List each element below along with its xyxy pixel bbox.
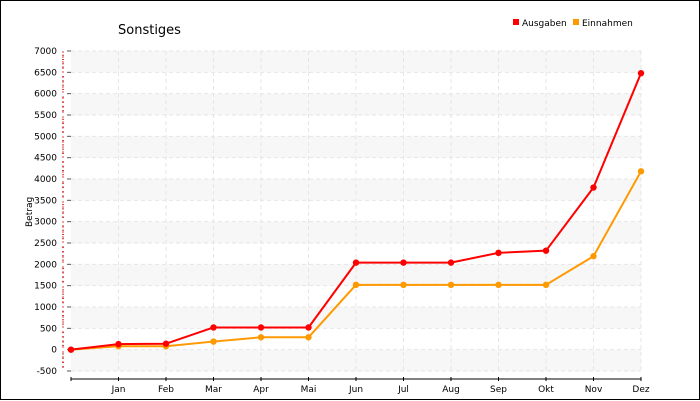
series-points — [67, 69, 645, 353]
plot-bands — [71, 51, 641, 371]
plot-band — [71, 221, 641, 243]
legend-label: Ausgaben — [522, 19, 567, 29]
data-point-einnahmen — [447, 281, 455, 289]
x-tick-label: Nov — [585, 385, 603, 395]
y-tick-label: 500 — [40, 324, 57, 334]
data-point-einnahmen — [542, 281, 550, 289]
y-tick-label: 5000 — [34, 132, 57, 142]
data-point-einnahmen — [637, 168, 645, 175]
data-point-ausgaben — [305, 324, 312, 331]
x-tick-label: Mar — [205, 385, 222, 395]
x-tick-label: Jun — [348, 385, 363, 395]
data-point-einnahmen — [495, 281, 502, 289]
y-tick-label: 5500 — [34, 111, 57, 121]
data-point-ausgaben — [257, 324, 265, 331]
y-tick-label: 3000 — [34, 218, 57, 228]
data-point-einnahmen — [257, 334, 265, 341]
y-tick-label: 6000 — [34, 90, 57, 100]
data-point-ausgaben — [162, 340, 170, 347]
data-point-einnahmen — [590, 253, 597, 260]
y-tick-label: -500 — [37, 367, 58, 377]
legend: Ausgaben Einnahmen — [513, 19, 633, 29]
data-point-einnahmen — [400, 281, 407, 289]
data-point-ausgaben — [67, 346, 75, 353]
y-tick-label: 2500 — [34, 239, 57, 249]
x-tick-label: Sep — [490, 385, 507, 395]
data-point-ausgaben — [400, 259, 407, 266]
y-tick-label: 3500 — [34, 196, 57, 206]
data-point-ausgaben — [590, 184, 597, 191]
x-tick-label: Mai — [301, 385, 317, 395]
y-axis-label: Betrag — [25, 197, 35, 227]
y-tick-label: 4500 — [34, 154, 57, 164]
data-point-ausgaben — [115, 340, 122, 348]
data-point-ausgaben — [495, 249, 502, 257]
x-tick-label: Jul — [397, 385, 409, 395]
grid-lines — [71, 50, 642, 372]
x-tick-label: Feb — [158, 385, 174, 395]
y-tick-label: 6500 — [34, 68, 57, 78]
data-point-einnahmen — [210, 338, 217, 345]
axes: -500 0 500 1000 1500 2000 2500 3000 3500 4000 4500… — [34, 47, 650, 395]
data-point-ausgaben — [542, 247, 550, 254]
x-tick-label: Apr — [253, 385, 269, 395]
y-tick-label: 7000 — [34, 47, 57, 57]
legend-label: Einnahmen — [582, 19, 633, 29]
y-tick-label: 4000 — [34, 175, 57, 185]
legend-swatch — [513, 19, 519, 25]
y-tick-label: 2000 — [34, 260, 57, 270]
data-point-ausgaben — [352, 259, 360, 266]
y-tick-label: 1500 — [34, 282, 57, 292]
data-point-ausgaben — [447, 259, 455, 266]
y-tick-label: 0 — [51, 346, 57, 356]
data-point-einnahmen — [305, 334, 312, 341]
y-tick-label: 1000 — [34, 303, 57, 313]
x-tick-label: Jan — [111, 385, 126, 395]
x-tick-label: Dez — [632, 385, 649, 395]
chart-title: Sonstiges — [118, 23, 181, 38]
legend-swatch — [573, 19, 579, 25]
plot-band — [71, 136, 641, 158]
data-point-ausgaben — [637, 69, 645, 77]
data-point-ausgaben — [210, 324, 217, 331]
data-point-einnahmen — [352, 281, 360, 289]
x-tick-label: Okt — [538, 385, 554, 395]
x-tick-label: Aug — [442, 385, 460, 395]
plot-band — [71, 179, 641, 201]
